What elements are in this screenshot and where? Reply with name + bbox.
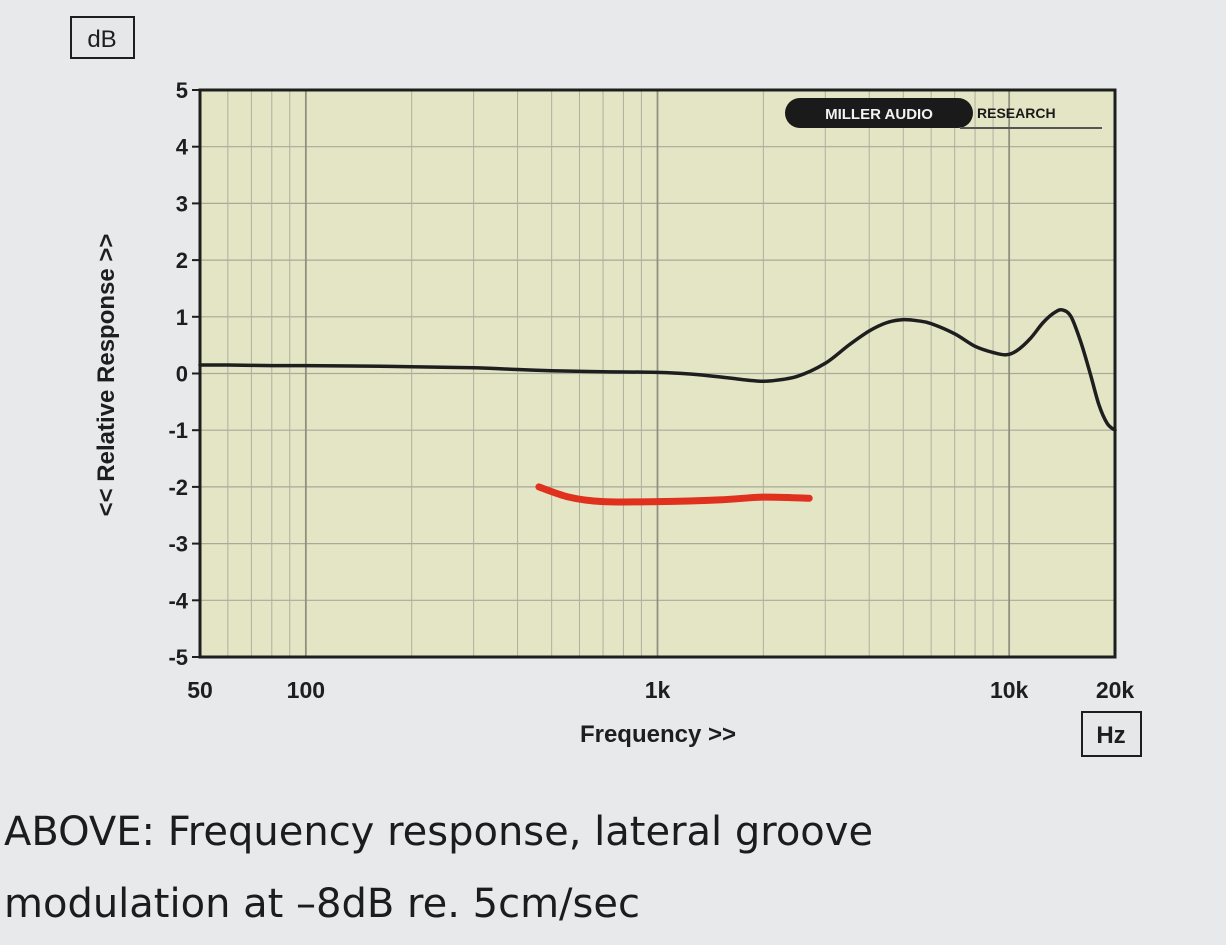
y-tick-label: -3	[168, 532, 188, 557]
y-unit-box	[70, 16, 135, 59]
y-unit-label: dB	[87, 26, 116, 53]
y-tick-label: -4	[168, 588, 188, 613]
miller-audio-research-logo: MILLER AUDIO RESEARCH	[785, 98, 1102, 129]
y-tick-label: -5	[168, 645, 188, 670]
x-unit-label: Hz	[1096, 722, 1125, 749]
y-tick-label: -2	[168, 475, 188, 500]
y-tick-label: -1	[168, 418, 188, 443]
y-tick-label: 0	[176, 362, 188, 387]
logo-text-left: MILLER AUDIO	[825, 106, 933, 123]
x-tick-label: 100	[287, 677, 325, 703]
y-tick-label: 4	[176, 135, 189, 160]
y-tick-label: 2	[176, 248, 188, 273]
y-tick-label: 1	[176, 305, 188, 330]
x-tick-label: 50	[187, 677, 213, 703]
y-tick-label: 3	[176, 191, 188, 216]
x-tick-label: 10k	[990, 677, 1029, 703]
x-tick-label: 1k	[645, 677, 671, 703]
logo-text-right: RESEARCH	[977, 105, 1056, 121]
x-unit-box	[1081, 711, 1142, 757]
y-tick-label: 5	[176, 78, 188, 103]
response-curve	[198, 307, 1117, 432]
x-tick-label: 20k	[1096, 677, 1135, 703]
red-annotation-stroke	[535, 483, 813, 506]
frequency-response-chart: dB Hz MILLER AUDIO RESEARCH 5 4 3 2 1 0 -1 -2 -3…	[70, 16, 1142, 757]
y-axis-title: << Relative Response >>	[93, 234, 120, 517]
caption-line-1: ABOVE: Frequency response, lateral groov…	[4, 809, 874, 855]
x-axis-title: Frequency >>	[580, 721, 736, 748]
caption-line-2: modulation at –8dB re. 5cm/sec	[4, 881, 640, 927]
grid	[200, 90, 1115, 657]
